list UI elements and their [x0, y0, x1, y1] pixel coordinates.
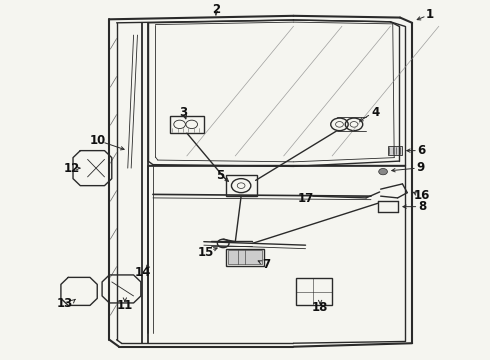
Bar — [388, 147, 402, 155]
Text: 16: 16 — [414, 189, 431, 202]
Text: 8: 8 — [418, 200, 426, 213]
Text: 18: 18 — [312, 301, 328, 314]
Text: 13: 13 — [57, 297, 73, 310]
Bar — [225, 249, 265, 266]
Text: 4: 4 — [372, 105, 380, 118]
Text: 10: 10 — [90, 134, 106, 147]
Text: 2: 2 — [212, 3, 220, 16]
Text: 14: 14 — [135, 266, 151, 279]
Text: 15: 15 — [198, 246, 215, 259]
Bar — [228, 251, 262, 265]
Text: 3: 3 — [179, 105, 187, 118]
Bar — [296, 278, 332, 305]
Text: 1: 1 — [426, 8, 434, 21]
Text: 11: 11 — [117, 299, 133, 312]
Text: 9: 9 — [416, 161, 425, 174]
Bar — [225, 175, 257, 196]
Text: 7: 7 — [262, 258, 270, 271]
Circle shape — [379, 168, 388, 175]
Text: 6: 6 — [417, 144, 426, 157]
Text: 17: 17 — [297, 193, 314, 206]
Text: 5: 5 — [216, 168, 224, 182]
Bar — [170, 116, 204, 133]
Text: 12: 12 — [64, 162, 80, 175]
